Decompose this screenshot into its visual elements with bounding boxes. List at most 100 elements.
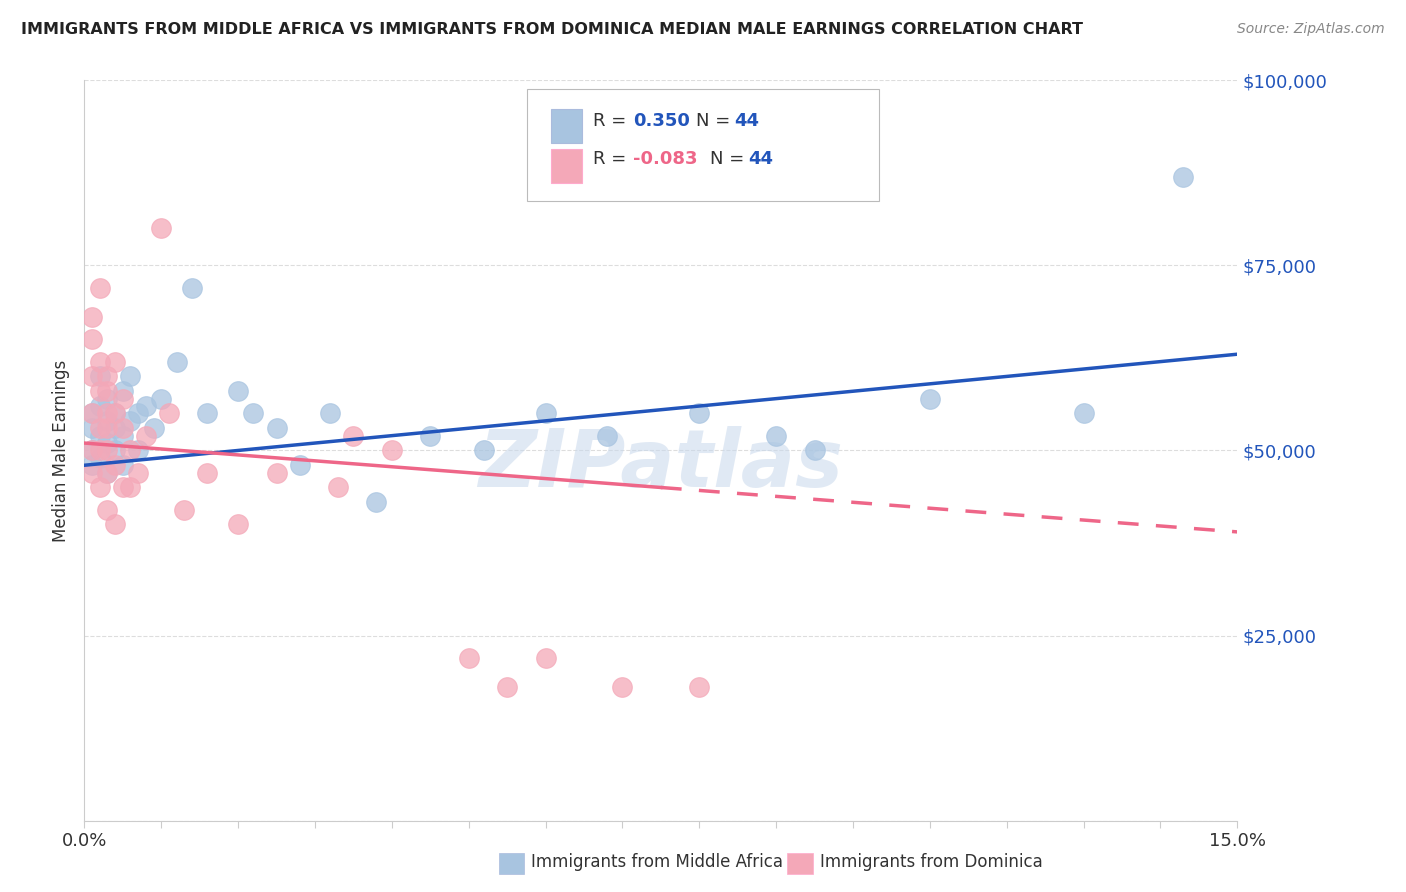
Point [120,414,142,428]
Point [104,421,127,435]
Point [89,384,111,399]
Point [120,369,142,384]
Point [111,384,134,399]
Point [157,407,180,421]
Point [80,407,103,421]
Point [612,681,634,695]
Point [765,428,787,442]
Point [80,332,103,346]
Point [688,681,710,695]
Text: 44: 44 [734,112,759,129]
Point [96,502,118,516]
Point [266,421,288,435]
Point [226,517,249,532]
Point [195,407,218,421]
Point [89,354,111,368]
Point [319,407,342,421]
Text: R =: R = [593,112,633,129]
Text: N =: N = [710,150,749,168]
Point [89,369,111,384]
Point [96,407,118,421]
Point [111,428,134,442]
Point [127,466,149,480]
Point [89,399,111,413]
Point [688,407,710,421]
Text: IMMIGRANTS FROM MIDDLE AFRICA VS IMMIGRANTS FROM DOMINICA MEDIAN MALE EARNINGS C: IMMIGRANTS FROM MIDDLE AFRICA VS IMMIGRA… [21,22,1083,37]
Point [342,428,364,442]
Point [80,443,103,458]
Point [181,280,204,294]
Text: Immigrants from Middle Africa: Immigrants from Middle Africa [531,853,783,871]
Point [104,458,127,473]
Point [96,443,118,458]
Point [120,480,142,494]
Point [288,458,311,473]
Point [1073,407,1095,421]
Point [366,495,388,509]
Point [89,428,111,442]
Point [104,407,127,421]
Point [89,443,111,458]
Text: N =: N = [696,112,735,129]
Point [596,428,619,442]
Point [150,392,173,406]
Point [226,384,249,399]
Point [89,480,111,494]
Point [111,480,134,494]
Point [80,466,103,480]
Text: R =: R = [593,150,633,168]
Point [104,354,127,368]
Point [266,466,288,480]
Y-axis label: Median Male Earnings: Median Male Earnings [52,359,70,541]
Point [534,650,557,665]
Point [96,436,118,450]
Text: 44: 44 [748,150,773,168]
Point [104,443,127,458]
Point [173,502,195,516]
Point [96,369,118,384]
Point [96,466,118,480]
Point [326,480,349,494]
Point [457,650,479,665]
Point [142,421,165,435]
Point [496,681,519,695]
Point [96,466,118,480]
Point [195,466,218,480]
Point [111,421,134,435]
Point [104,517,127,532]
Point [166,354,188,368]
Point [80,369,103,384]
Point [96,414,118,428]
Point [111,392,134,406]
Point [381,443,404,458]
Point [104,407,127,421]
Point [89,421,111,435]
Point [918,392,941,406]
Point [135,399,157,413]
Point [127,443,149,458]
Point [472,443,495,458]
Point [89,280,111,294]
Point [96,384,118,399]
Text: ZIPatlas: ZIPatlas [478,426,844,504]
Point [150,221,173,235]
Point [96,421,118,435]
Point [534,407,557,421]
Point [80,407,103,421]
Text: Immigrants from Dominica: Immigrants from Dominica [820,853,1042,871]
Point [80,458,103,473]
Text: Source: ZipAtlas.com: Source: ZipAtlas.com [1237,22,1385,37]
Point [80,310,103,325]
Point [803,443,825,458]
Point [96,392,118,406]
Point [135,428,157,442]
Point [242,407,264,421]
Point [80,421,103,435]
Point [111,458,134,473]
Text: 0.350: 0.350 [633,112,689,129]
Point [127,407,149,421]
Text: -0.083: -0.083 [633,150,697,168]
Point [89,450,111,465]
Point [80,443,103,458]
Point [120,443,142,458]
